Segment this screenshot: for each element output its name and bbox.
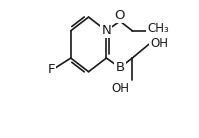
Text: CH₃: CH₃ [147,22,169,34]
Text: B: B [115,61,125,74]
Text: F: F [48,63,56,75]
Text: OH: OH [111,82,129,95]
Text: N: N [101,24,111,37]
Text: O: O [115,9,125,22]
Text: OH: OH [150,37,168,50]
